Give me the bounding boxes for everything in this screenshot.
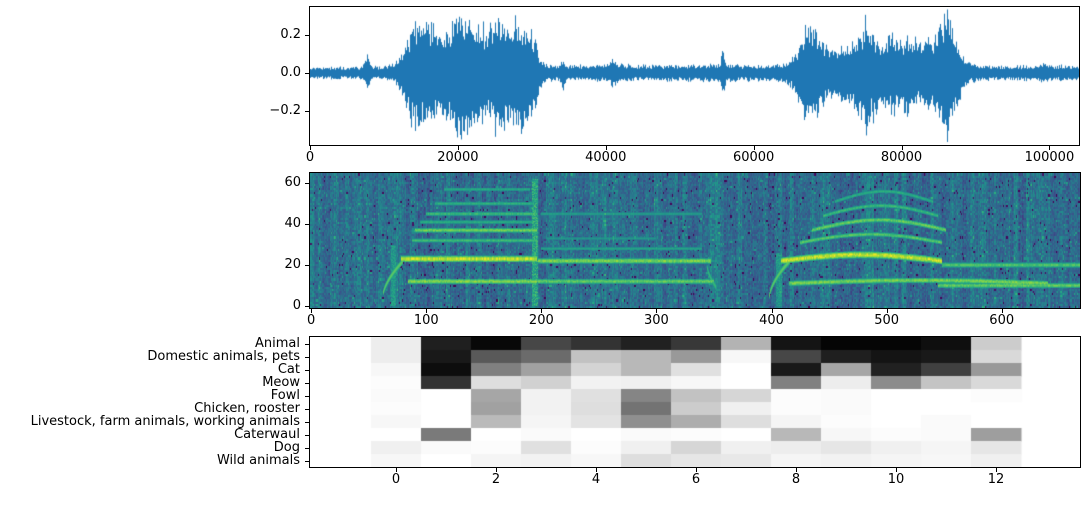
class-scores-x-tick xyxy=(696,468,697,472)
spectrogram-x-tick xyxy=(311,309,312,313)
class-label: Meow xyxy=(262,374,300,390)
class-scores-y-tick xyxy=(305,370,309,371)
spectrogram-y-tick xyxy=(305,265,309,266)
waveform-x-tick xyxy=(902,146,903,150)
class-scores-x-tick xyxy=(396,468,397,472)
waveform-plot xyxy=(309,6,1080,146)
class-label: Fowl xyxy=(270,387,300,403)
class-scores-y-tick xyxy=(305,357,309,358)
spectrogram-x-tick xyxy=(541,309,542,313)
class-label: Cat xyxy=(277,361,300,377)
class-label: Domestic animals, pets xyxy=(147,348,300,364)
class-label: Dog xyxy=(273,439,300,455)
spectrogram-x-tick xyxy=(772,309,773,313)
waveform-x-tick-label: 20000 xyxy=(437,150,479,165)
spectrogram-x-tick-label: 500 xyxy=(874,313,900,328)
waveform-y-tick xyxy=(305,35,309,36)
class-scores-y-tick xyxy=(305,344,309,345)
class-label: Caterwaul xyxy=(234,426,300,442)
class-scores-plot xyxy=(309,336,1081,468)
class-scores-x-tick xyxy=(796,468,797,472)
waveform-canvas xyxy=(310,7,1079,145)
spectrogram-plot xyxy=(309,172,1081,309)
spectrogram-y-tick xyxy=(305,183,309,184)
spectrogram-y-tick-label: 60 xyxy=(284,175,301,191)
waveform-x-tick-label: 0 xyxy=(305,150,315,165)
waveform-y-tick xyxy=(305,73,309,74)
waveform-y-tick xyxy=(305,111,309,112)
waveform-x-tick xyxy=(606,146,607,150)
spectrogram-y-tick-label: 20 xyxy=(284,257,301,273)
class-scores-x-tick-label: 2 xyxy=(491,472,501,487)
spectrogram-y-tick-label: 0 xyxy=(292,297,301,313)
spectrogram-x-tick xyxy=(1002,309,1003,313)
class-label: Wild animals xyxy=(216,452,300,468)
class-label: Livestock, farm animals, working animals xyxy=(30,413,300,429)
class-label: Chicken, rooster xyxy=(194,400,300,416)
class-scores-x-tick-label: 10 xyxy=(887,472,905,487)
spectrogram-x-tick-label: 600 xyxy=(989,313,1015,328)
spectrogram-canvas xyxy=(310,173,1080,308)
waveform-x-tick-label: 40000 xyxy=(585,150,627,165)
waveform-x-tick xyxy=(1049,146,1050,150)
class-scores-x-tick-label: 4 xyxy=(591,472,601,487)
class-scores-x-tick-label: 0 xyxy=(391,472,401,487)
waveform-x-tick-label: 80000 xyxy=(880,150,923,165)
spectrogram-x-tick-label: 400 xyxy=(759,313,784,328)
class-scores-x-tick xyxy=(596,468,597,472)
class-scores-y-tick xyxy=(305,409,309,410)
spectrogram-x-tick xyxy=(656,309,657,313)
class-scores-y-tick xyxy=(305,448,309,449)
class-scores-y-tick xyxy=(305,422,309,423)
class-scores-canvas xyxy=(310,337,1080,467)
waveform-y-tick-label: 0.0 xyxy=(280,64,301,80)
waveform-x-tick xyxy=(458,146,459,150)
class-scores-y-tick xyxy=(305,461,309,462)
waveform-y-tick-label: 0.2 xyxy=(280,26,301,42)
class-scores-x-tick xyxy=(996,468,997,472)
class-scores-y-tick xyxy=(305,383,309,384)
waveform-x-tick xyxy=(310,146,311,150)
class-scores-x-tick xyxy=(896,468,897,472)
spectrogram-x-tick-label: 0 xyxy=(307,313,316,328)
class-scores-x-tick-label: 12 xyxy=(987,472,1005,487)
spectrogram-x-tick xyxy=(426,309,427,313)
class-label: Animal xyxy=(255,335,300,351)
class-scores-x-tick-label: 8 xyxy=(791,472,801,487)
class-scores-x-tick xyxy=(496,468,497,472)
spectrogram-y-tick xyxy=(305,224,309,225)
class-scores-y-tick xyxy=(305,396,309,397)
waveform-x-tick xyxy=(754,146,755,150)
spectrogram-y-tick-label: 40 xyxy=(284,216,301,232)
spectrogram-y-tick xyxy=(305,306,309,307)
waveform-x-tick-label: 100000 xyxy=(1024,150,1075,165)
spectrogram-x-tick xyxy=(887,309,888,313)
spectrogram-x-tick-label: 300 xyxy=(644,313,669,328)
class-scores-x-tick-label: 6 xyxy=(691,472,701,487)
spectrogram-x-tick-label: 200 xyxy=(528,313,554,328)
waveform-x-tick-label: 60000 xyxy=(732,150,775,165)
class-scores-y-tick xyxy=(305,435,309,436)
spectrogram-x-tick-label: 100 xyxy=(413,313,439,328)
waveform-y-tick-label: −0.2 xyxy=(269,102,301,118)
